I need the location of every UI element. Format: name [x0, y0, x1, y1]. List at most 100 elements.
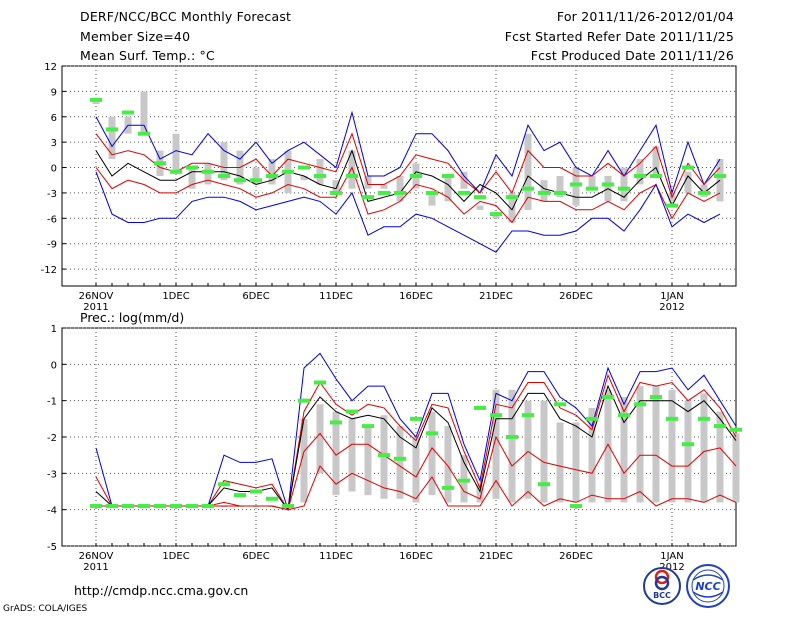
- observed-marker: [538, 190, 550, 195]
- spread-bar: [700, 393, 708, 503]
- spread-bar: [524, 400, 532, 499]
- x-tick-label: 26NOV: [79, 551, 114, 562]
- observed-marker: [474, 405, 486, 410]
- observed-marker: [442, 485, 454, 490]
- spread-bar: [572, 422, 580, 503]
- observed-marker: [106, 504, 118, 509]
- spread-bar: [716, 411, 724, 503]
- spread-bar: [588, 407, 596, 503]
- y-tick-label: 6: [51, 113, 57, 124]
- y-tick-label: -6: [47, 214, 57, 225]
- bcc-logo-text: BCC: [653, 591, 671, 600]
- x-tick-label: 1DEC: [162, 551, 189, 562]
- spread-bar: [524, 133, 532, 210]
- observed-marker: [378, 453, 390, 458]
- spread-bar: [508, 192, 516, 223]
- forecast-period: For 2011/11/26-2012/01/04: [556, 9, 734, 24]
- spread-bar: [540, 180, 548, 202]
- y-tick-label: -9: [47, 240, 57, 251]
- spread-bar: [444, 176, 452, 202]
- spread-bar: [300, 418, 308, 503]
- spread-bar: [652, 146, 660, 176]
- spread-bar: [364, 426, 372, 496]
- spread-bar: [140, 91, 148, 134]
- x-tick-label: 1DEC: [162, 291, 189, 302]
- y-tick-label: -3: [47, 189, 57, 200]
- x-tick-label: 6DEC: [242, 291, 269, 302]
- y-tick-label: 3: [51, 138, 57, 149]
- spread-bar: [220, 142, 228, 181]
- spread-bar: [572, 167, 580, 206]
- observed-marker: [154, 504, 166, 509]
- spread-bar: [316, 404, 324, 474]
- observed-marker: [394, 456, 406, 461]
- x-tick-label: 1JAN: [660, 551, 683, 562]
- x-tick-label: 26NOV: [79, 291, 114, 302]
- spread-bar: [620, 397, 628, 503]
- observed-marker: [282, 504, 294, 509]
- observed-marker: [138, 131, 150, 136]
- observed-marker: [218, 482, 230, 487]
- spread-bar: [636, 386, 644, 503]
- spread-bar: [348, 418, 356, 492]
- observed-marker: [458, 190, 470, 195]
- observed-marker: [714, 174, 726, 178]
- spread-bar: [188, 167, 196, 189]
- temp-panel-label: Mean Surf. Temp.: °C: [80, 48, 215, 63]
- observed-marker: [490, 413, 502, 418]
- observed-marker: [122, 504, 134, 509]
- y-tick-label: -12: [41, 265, 57, 276]
- observed-marker: [298, 398, 310, 403]
- chart-title: DERF/NCC/BCC Monthly Forecast: [80, 9, 292, 24]
- y-tick-label: 12: [44, 62, 57, 73]
- observed-marker: [362, 424, 374, 429]
- observed-marker: [346, 409, 358, 414]
- observed-marker: [730, 427, 742, 432]
- observed-marker: [138, 504, 150, 509]
- y-tick-label: 0: [51, 360, 57, 371]
- observed-marker: [426, 431, 438, 436]
- spread-bar: [588, 176, 596, 189]
- source-url[interactable]: http://cmdp.ncc.cma.gov.cn: [74, 583, 249, 598]
- observed-marker: [634, 174, 646, 178]
- observed-marker: [522, 186, 534, 191]
- observed-marker: [586, 186, 598, 191]
- spread-bar: [684, 171, 692, 193]
- bcc-logo: BCC: [643, 567, 681, 605]
- observed-marker: [362, 195, 374, 200]
- observed-marker: [154, 161, 166, 166]
- observed-marker: [682, 165, 694, 170]
- x-tick-label: 11DEC: [319, 551, 353, 562]
- x-tick-label: 26DEC: [559, 291, 593, 302]
- observed-marker: [426, 190, 438, 195]
- observed-marker: [170, 169, 182, 174]
- spread-bar: [476, 484, 484, 503]
- observed-marker: [266, 496, 278, 501]
- spread-bar: [556, 422, 564, 503]
- x-tick-year-label: 2012: [659, 562, 684, 573]
- x-tick-label: 21DEC: [479, 551, 513, 562]
- spread-bar: [348, 150, 356, 189]
- spread-bar: [412, 437, 420, 503]
- observed-marker: [618, 413, 630, 418]
- y-tick-label: -5: [47, 542, 57, 553]
- observed-marker: [538, 482, 550, 487]
- observed-marker: [330, 420, 342, 425]
- ncc-logo: NCC: [686, 564, 730, 608]
- observed-marker: [202, 169, 214, 174]
- x-tick-year-label: 2011: [83, 302, 108, 313]
- observed-marker: [442, 174, 454, 178]
- spread-bar: [220, 506, 228, 508]
- observed-marker: [618, 186, 630, 191]
- spread-bar: [684, 400, 692, 503]
- observed-marker: [602, 182, 614, 187]
- series-line: [95, 166, 721, 224]
- observed-marker: [410, 416, 422, 421]
- series-line: [95, 132, 721, 199]
- observed-marker: [666, 203, 678, 208]
- observed-marker: [602, 395, 614, 400]
- observed-marker: [650, 395, 662, 400]
- precip-panel-label: Prec.: log(mm/d): [80, 310, 185, 325]
